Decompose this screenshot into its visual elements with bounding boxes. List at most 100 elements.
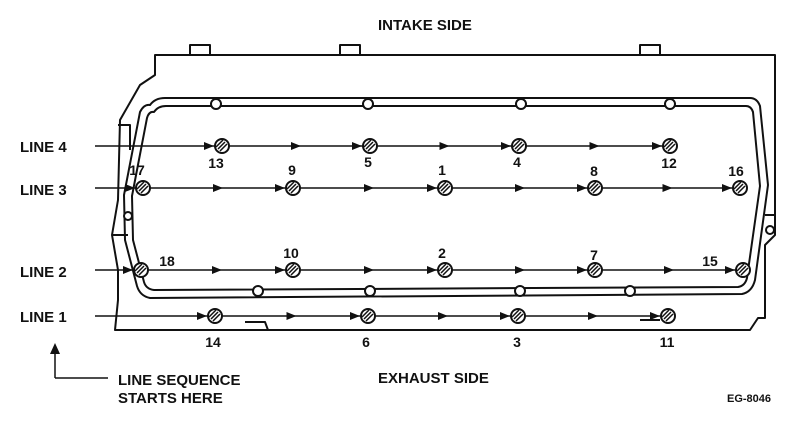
line-3-arrowhead bbox=[213, 184, 223, 192]
bolt-17: 17 bbox=[129, 162, 151, 196]
bolt-hatch bbox=[438, 181, 447, 190]
line-4-arrowhead bbox=[589, 142, 600, 150]
line-1-arrowhead bbox=[650, 312, 660, 320]
bolt-18: 18 bbox=[133, 253, 175, 278]
line-4-arrowhead bbox=[439, 142, 450, 150]
intake-side-label: INTAKE SIDE bbox=[378, 17, 472, 34]
line-2-arrowhead bbox=[212, 266, 222, 274]
bolt-number: 14 bbox=[205, 334, 221, 350]
bolt-hatch bbox=[737, 185, 746, 194]
bolt-hatch bbox=[736, 263, 745, 272]
bolt-hatch bbox=[511, 309, 520, 318]
bolt-16: 16 bbox=[728, 163, 748, 196]
line-2-label: LINE 2 bbox=[20, 264, 67, 281]
bolt-number: 1 bbox=[438, 162, 446, 178]
bolt-hatch bbox=[661, 309, 670, 318]
bolt-hatch bbox=[592, 185, 601, 194]
figure-code: EG-8046 bbox=[727, 393, 771, 405]
line-3-arrowhead bbox=[364, 184, 374, 192]
bolt-number: 4 bbox=[513, 154, 521, 170]
bolt-hatch bbox=[663, 311, 672, 320]
bolt-hatch bbox=[219, 143, 228, 152]
line-2-arrowhead bbox=[515, 266, 525, 274]
bolt-hatch bbox=[363, 311, 372, 320]
bolt-number: 9 bbox=[288, 162, 296, 178]
line-2-arrowhead bbox=[123, 266, 133, 274]
line-1-arrowhead bbox=[438, 312, 448, 320]
bolt-number: 16 bbox=[728, 163, 744, 179]
bolt-hatch bbox=[138, 267, 147, 276]
line-2-arrowhead bbox=[275, 266, 285, 274]
bolt-hatch bbox=[590, 265, 599, 274]
bolt-hatch bbox=[215, 139, 224, 148]
sequence-start-note: LINE SEQUENCE STARTS HERE bbox=[50, 343, 241, 407]
line-1-arrowhead bbox=[197, 312, 207, 320]
bolt-hatch bbox=[514, 141, 523, 150]
bolt-hatch bbox=[365, 141, 374, 150]
bolt-11: 11 bbox=[660, 308, 676, 350]
bolt-hatch bbox=[733, 181, 742, 190]
bolt-7: 7 bbox=[587, 247, 603, 278]
bolt-hatch bbox=[665, 141, 674, 150]
sequence-note-line2: STARTS HERE bbox=[118, 390, 223, 407]
bolt-10: 10 bbox=[283, 245, 301, 278]
bolt-hatch bbox=[208, 309, 217, 318]
bolt-number: 17 bbox=[129, 162, 145, 178]
bolt-hatch bbox=[442, 185, 451, 194]
line-3-arrowhead bbox=[427, 184, 437, 192]
bolt-hatch bbox=[361, 309, 370, 318]
bolt-hatch bbox=[286, 181, 295, 190]
bolt-hatch bbox=[286, 263, 295, 272]
bolt-hatch bbox=[515, 313, 524, 322]
bolt-number: 15 bbox=[702, 253, 718, 269]
bolt-number: 12 bbox=[661, 155, 677, 171]
cylinder-head-outline bbox=[111, 44, 776, 331]
bolt-3: 3 bbox=[510, 308, 526, 350]
line-4-label: LINE 4 bbox=[20, 139, 67, 156]
bolt-hatch bbox=[442, 267, 451, 276]
bolt-hatch bbox=[138, 183, 147, 192]
bolt-hatch bbox=[738, 265, 747, 274]
line-2-arrowhead bbox=[664, 266, 674, 274]
line-1-label: LINE 1 bbox=[20, 309, 67, 326]
bolt-hatch bbox=[363, 139, 372, 148]
bolt-hatch bbox=[288, 183, 297, 192]
bolt-number: 5 bbox=[364, 154, 372, 170]
bolt-number: 10 bbox=[283, 245, 299, 261]
bolt-5: 5 bbox=[362, 138, 378, 170]
bolt-hatch bbox=[440, 265, 449, 274]
bolt-15: 15 bbox=[702, 253, 751, 278]
bolt-hatch bbox=[290, 267, 299, 276]
gasket-holes bbox=[123, 98, 775, 297]
line-1-arrowhead bbox=[500, 312, 510, 320]
bolt-number: 7 bbox=[590, 247, 598, 263]
bolt-1: 1 bbox=[437, 162, 453, 196]
line-4-arrowhead bbox=[652, 142, 662, 150]
exhaust-side-label: EXHAUST SIDE bbox=[378, 370, 489, 387]
line-2-arrowhead bbox=[577, 266, 587, 274]
bolt-hatch bbox=[367, 143, 376, 152]
bolt-2: 2 bbox=[437, 245, 453, 278]
bolt-number: 18 bbox=[159, 253, 175, 269]
bolt-hatch bbox=[438, 263, 447, 272]
bolt-hatch bbox=[210, 311, 219, 320]
bolt-hatch bbox=[740, 267, 749, 276]
bolt-number: 6 bbox=[362, 334, 370, 350]
line-1-arrowhead bbox=[350, 312, 360, 320]
bolt-hatch bbox=[140, 185, 149, 194]
bolt-4: 4 bbox=[511, 138, 527, 170]
line-4-arrowhead bbox=[352, 142, 362, 150]
bolt-hatch bbox=[440, 183, 449, 192]
bolt-hatch bbox=[663, 139, 672, 148]
line-3-arrowhead bbox=[515, 184, 525, 192]
bolt-hatch bbox=[134, 263, 143, 272]
bolt-hatch bbox=[136, 181, 145, 190]
bolt-number: 13 bbox=[208, 155, 224, 171]
gasket-outline bbox=[123, 97, 769, 299]
bolt-hatch bbox=[217, 141, 226, 150]
bolt-hatch bbox=[516, 143, 525, 152]
line-2-arrowhead bbox=[427, 266, 437, 274]
bolt-hatch bbox=[136, 265, 145, 274]
